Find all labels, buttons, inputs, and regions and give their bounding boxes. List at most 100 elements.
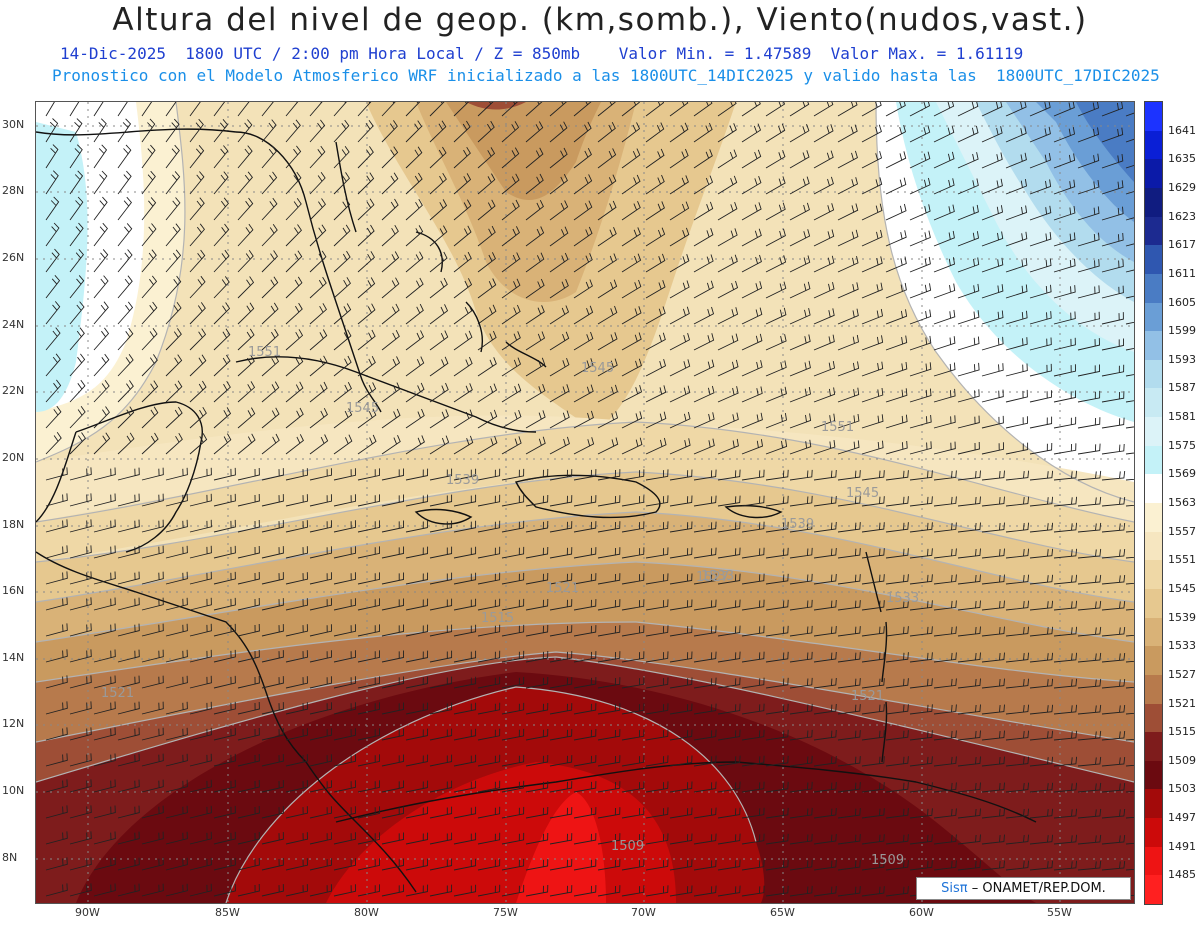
- forecast-map[interactable]: 1551 1545 1545 1551 1545 1539 1539 1533 1527 1521…: [35, 101, 1135, 904]
- colorbar-segment: [1145, 474, 1162, 504]
- wind-barb: [45, 831, 68, 845]
- wind-barb: [669, 411, 691, 429]
- wind-barb: [789, 102, 810, 117]
- wind-barb: [1125, 138, 1134, 143]
- wind-barb: [597, 729, 621, 741]
- wind-barb: [1077, 704, 1102, 715]
- wind-barb: [381, 146, 399, 169]
- wind-barb: [429, 780, 453, 793]
- wind-barb: [525, 676, 549, 689]
- wind-barb: [477, 147, 496, 169]
- wind-barb: [405, 624, 429, 637]
- wind-barb: [189, 406, 207, 429]
- wind-barb: [957, 125, 979, 143]
- wind-barb: [597, 599, 621, 611]
- colorbar-segment: [1145, 388, 1162, 418]
- wind-barb: [549, 147, 568, 169]
- wind-barb: [669, 359, 691, 377]
- coastlines: [36, 128, 1037, 893]
- wind-barb: [69, 493, 92, 507]
- valid-time-line: 14-Dic-2025 1800 UTC / 2:00 pm Hora Loca…: [60, 44, 1024, 63]
- wind-barb: [45, 727, 68, 741]
- wind-barb: [645, 122, 665, 143]
- wind-barb: [861, 834, 885, 845]
- wind-barb: [333, 546, 356, 559]
- wind-barb: [309, 494, 332, 507]
- wind-barb: [909, 414, 932, 429]
- wind-barb: [1125, 790, 1134, 793]
- wind-barb: [933, 309, 956, 325]
- wind-barb: [477, 252, 496, 273]
- wind-barb: [549, 625, 573, 637]
- wind-barb: [693, 755, 717, 767]
- wind-barb: [69, 249, 84, 273]
- wind-barb: [1029, 337, 1052, 351]
- wind-barb: [525, 305, 545, 325]
- wind-barb: [357, 728, 380, 741]
- longitude-label: 85W: [215, 906, 240, 919]
- latitude-label: 16N: [2, 584, 25, 597]
- wind-barb: [501, 304, 521, 325]
- wind-barb: [381, 120, 398, 143]
- wind-barb: [45, 701, 68, 715]
- wind-barb: [1029, 153, 1052, 169]
- wind-barb: [669, 521, 693, 533]
- wind-barb: [645, 253, 666, 273]
- wind-barb: [621, 599, 645, 611]
- wind-barb: [765, 807, 789, 819]
- colorbar-label: 1503: [1168, 782, 1196, 796]
- wind-barb: [189, 380, 207, 403]
- wind-barb: [93, 144, 108, 169]
- wind-barb: [1005, 600, 1030, 611]
- wind-barb: [1053, 364, 1076, 377]
- wind-barb: [381, 546, 404, 559]
- wind-barb: [477, 832, 501, 845]
- wind-barb: [693, 599, 717, 611]
- wind-barb: [213, 597, 236, 611]
- wind-barb: [909, 860, 933, 871]
- wind-barb: [93, 327, 110, 351]
- wind-barb: [933, 496, 957, 507]
- wind-barb: [69, 102, 80, 117]
- wind-barb: [333, 102, 347, 117]
- wind-barb: [69, 701, 92, 715]
- wind-barb: [1077, 127, 1100, 143]
- colorbar-segment: [1145, 617, 1162, 647]
- wind-barb: [525, 650, 549, 663]
- wind-barb: [1029, 678, 1054, 689]
- wind-barb: [261, 598, 284, 611]
- wind-barb: [909, 388, 932, 403]
- wind-barb: [1029, 205, 1052, 221]
- contour-label: 1533: [701, 569, 734, 584]
- wind-barb: [453, 832, 477, 845]
- wind-barb: [525, 436, 546, 455]
- wind-barb: [1125, 269, 1134, 273]
- wind-barb: [621, 833, 645, 845]
- wind-barb: [573, 121, 592, 143]
- wind-barb: [285, 145, 302, 169]
- wind-barb: [1077, 443, 1101, 455]
- wind-barb: [453, 146, 471, 169]
- wind-barb: [93, 857, 116, 871]
- wind-barb: [213, 805, 236, 819]
- wind-barb: [669, 102, 689, 117]
- wind-barb: [45, 405, 62, 429]
- wind-barb: [333, 754, 356, 767]
- wind-barb: [93, 597, 116, 611]
- wind-barb: [981, 756, 1005, 767]
- wind-barb: [189, 831, 212, 845]
- wind-barb: [189, 805, 212, 819]
- wind-barb: [213, 623, 236, 637]
- colorbar-segment: [1145, 216, 1162, 246]
- wind-barb: [645, 729, 669, 741]
- wind-barb: [765, 202, 786, 221]
- longitude-label: 60W: [909, 906, 934, 919]
- wind-barb: [693, 781, 717, 793]
- wind-barb: [1077, 834, 1102, 845]
- colorbar-label: 1593: [1168, 352, 1196, 366]
- wind-barb: [621, 102, 640, 117]
- wind-barb: [261, 276, 279, 299]
- wind-barb: [213, 753, 236, 767]
- wind-barb: [861, 782, 885, 793]
- colorbar-label: 1629: [1168, 180, 1196, 194]
